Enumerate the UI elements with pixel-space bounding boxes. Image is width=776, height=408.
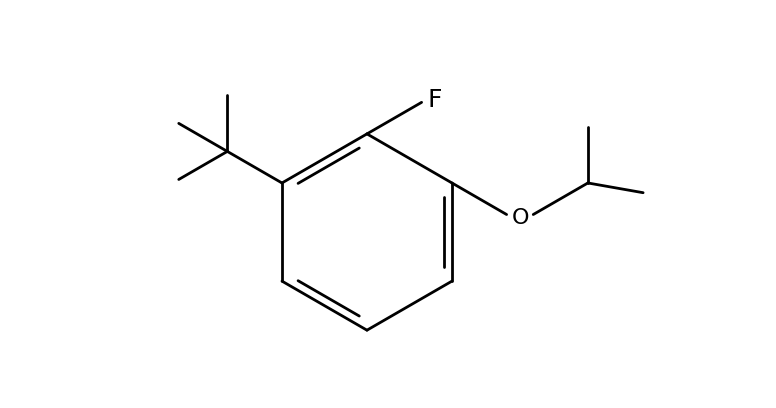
- Text: O: O: [512, 208, 530, 228]
- Text: F: F: [428, 88, 442, 112]
